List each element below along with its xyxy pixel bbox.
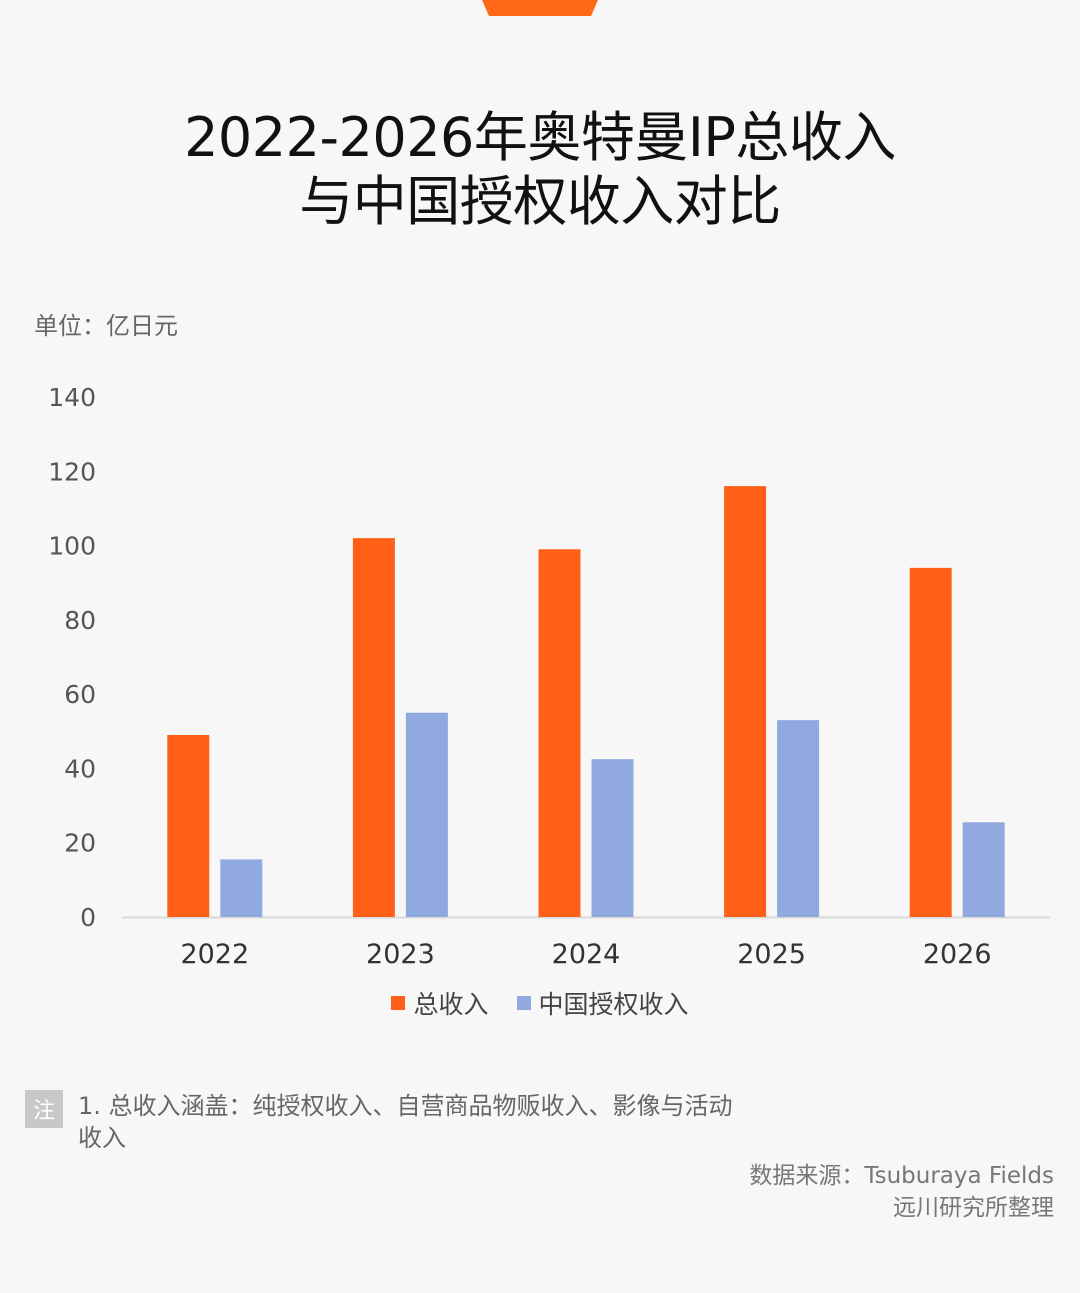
bar-china-2022 [220, 859, 263, 917]
bar-chart: 0 20 40 60 80 100 120 140 2022 2023 2024 2025 2026 [48, 383, 1050, 970]
x-tick-label: 2025 [737, 939, 806, 970]
legend-item-china: 中国授权收入 [516, 985, 689, 1021]
x-tick-label: 2022 [180, 939, 249, 970]
source-line-1: 数据来源：Tsuburaya Fields [749, 1163, 1054, 1189]
note-badge: 注 [25, 1090, 63, 1128]
y-tick-label: 140 [48, 383, 96, 412]
y-tick-label: 100 [48, 532, 96, 561]
legend-label-china: 中国授权收入 [538, 990, 689, 1019]
y-tick-label: 120 [48, 457, 96, 486]
title-line-1: 2022-2026年奥特曼IP总收入 [184, 106, 896, 169]
legend: 总收入 中国授权收入 [0, 985, 1080, 1021]
note-text: 1. 总收入涵盖：纯授权收入、自营商品物贩收入、影像与活动收入 [78, 1092, 733, 1152]
y-tick-label: 40 [64, 754, 96, 783]
bar-total-2025 [724, 486, 767, 917]
legend-swatch-total [391, 996, 406, 1010]
bar-total-2026 [909, 567, 952, 917]
title-line-2: 与中国授权收入对比 [299, 170, 781, 233]
legend-swatch-china [516, 996, 531, 1010]
bar-china-2023 [405, 712, 448, 917]
bar-china-2026 [962, 822, 1005, 917]
bar-china-2025 [777, 720, 820, 917]
legend-item-total: 总收入 [391, 985, 489, 1021]
top-accent-tab [482, 0, 598, 16]
y-tick-label: 0 [80, 903, 96, 932]
source-block: 数据来源：Tsuburaya Fields 远川研究所整理 [749, 1160, 1054, 1224]
bar-total-2023 [352, 538, 395, 917]
chart-title: 2022-2026年奥特曼IP总收入 与中国授权收入对比 [0, 106, 1080, 234]
y-tick-label: 20 [64, 829, 96, 858]
y-tick-label: 80 [64, 606, 96, 635]
x-tick-label: 2024 [552, 939, 621, 970]
unit-label: 单位：亿日元 [34, 312, 178, 340]
x-tick-label: 2023 [366, 939, 435, 970]
legend-label-total: 总收入 [413, 990, 489, 1019]
bar-total-2024 [538, 549, 581, 917]
source-line-2: 远川研究所整理 [893, 1195, 1054, 1221]
y-tick-label: 60 [64, 680, 96, 709]
bar-china-2024 [591, 759, 634, 917]
x-tick-label: 2026 [923, 939, 992, 970]
bar-total-2022 [167, 735, 210, 917]
